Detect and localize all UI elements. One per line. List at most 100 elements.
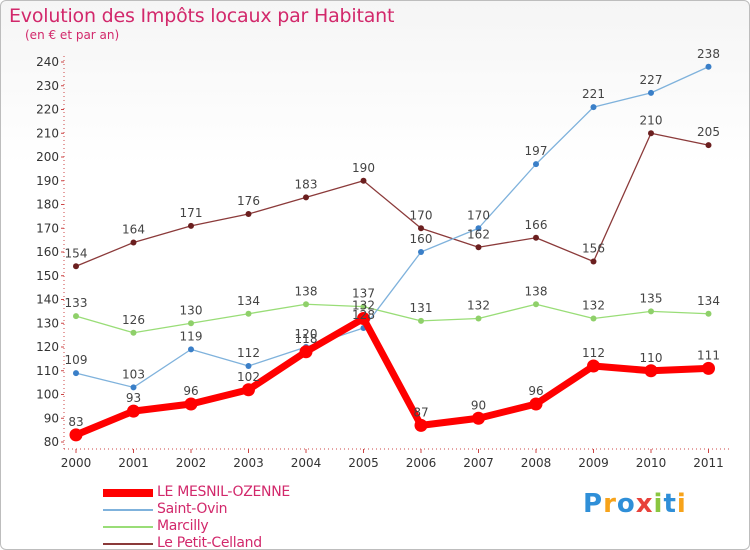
y-tick-label: 100 <box>36 388 59 402</box>
data-label: 112 <box>237 346 260 360</box>
x-tick-label: 2003 <box>233 456 264 470</box>
x-tick-label: 2010 <box>636 456 667 470</box>
data-label: 154 <box>65 246 88 260</box>
data-point <box>130 329 137 336</box>
legend-label: Marcilly <box>157 518 209 534</box>
data-point <box>475 225 482 232</box>
data-label: 83 <box>68 415 83 429</box>
data-point <box>702 361 715 375</box>
y-tick-label: 180 <box>36 198 59 212</box>
data-label: 134 <box>697 294 720 308</box>
data-label: 138 <box>295 284 318 298</box>
data-label: 133 <box>65 296 88 310</box>
data-label: 210 <box>640 113 663 127</box>
data-label: 132 <box>352 299 375 313</box>
data-point <box>590 315 597 322</box>
x-tick-label: 2002 <box>176 456 207 470</box>
y-tick-label: 160 <box>36 245 59 259</box>
data-point <box>242 383 255 397</box>
x-tick-label: 2011 <box>693 456 724 470</box>
data-point <box>475 315 482 322</box>
data-label: 90 <box>471 398 486 412</box>
data-label: 164 <box>122 223 145 237</box>
data-point <box>127 404 140 418</box>
x-tick-label: 2000 <box>61 456 92 470</box>
data-point <box>705 310 712 317</box>
legend-swatch <box>103 526 153 528</box>
data-point <box>245 363 252 369</box>
series-line-1 <box>75 66 710 389</box>
data-point <box>73 313 79 320</box>
legend-swatch <box>103 489 153 497</box>
data-point <box>648 308 654 315</box>
data-point <box>705 142 712 149</box>
chart-subtitle: (en € et par an) <box>25 28 120 42</box>
x-tick-label: 2009 <box>578 456 609 470</box>
data-label: 103 <box>122 367 145 381</box>
data-label: 111 <box>697 348 720 362</box>
data-label: 183 <box>295 177 318 191</box>
y-tick-label: 200 <box>36 150 59 164</box>
data-point <box>299 345 313 359</box>
logo-letter: x <box>635 489 654 519</box>
data-label: 162 <box>467 227 490 241</box>
x-tick-label: 2005 <box>348 456 379 470</box>
data-point <box>357 312 370 325</box>
data-label: 170 <box>410 208 433 222</box>
data-point <box>73 263 79 270</box>
data-label: 126 <box>122 313 145 327</box>
data-point <box>245 211 252 217</box>
y-tick-label: 190 <box>36 174 59 188</box>
data-label: 93 <box>126 391 141 405</box>
data-label: 110 <box>640 351 663 365</box>
legend-label: LE MESNIL-OZENNE <box>157 484 290 500</box>
data-label: 118 <box>295 332 318 346</box>
data-point <box>188 222 194 229</box>
data-point <box>360 303 367 310</box>
series-line-2 <box>75 303 710 334</box>
series-line-3 <box>75 132 710 267</box>
data-point <box>648 130 654 137</box>
x-tick-label: 2001 <box>118 456 149 470</box>
logo-letter: P <box>583 489 604 519</box>
data-point <box>130 239 137 246</box>
data-point <box>188 320 194 327</box>
data-point <box>360 177 367 184</box>
data-point <box>644 364 658 378</box>
logo-letter: t <box>663 489 677 519</box>
data-label: 96 <box>528 384 543 398</box>
data-label: 170 <box>467 208 490 222</box>
data-point <box>303 194 309 201</box>
data-label: 87 <box>413 405 428 419</box>
legend-label: Saint-Ovin <box>157 501 228 517</box>
data-label: 176 <box>237 194 260 208</box>
data-label: 112 <box>582 346 605 360</box>
legend-swatch <box>103 509 153 511</box>
data-point <box>533 161 539 168</box>
data-point <box>587 359 600 373</box>
data-label: 238 <box>697 47 720 61</box>
logo-letter: i <box>676 489 687 519</box>
data-label: 128 <box>352 308 375 322</box>
data-point <box>73 370 79 377</box>
logo-letter: o <box>616 489 636 519</box>
data-label: 205 <box>697 125 720 139</box>
legend-label: Le Petit-Celland <box>157 535 262 550</box>
data-point <box>590 258 597 265</box>
y-tick-label: 240 <box>36 55 59 69</box>
data-label: 132 <box>582 299 605 313</box>
data-point <box>69 428 83 442</box>
x-tick-label: 2004 <box>291 456 322 470</box>
data-point <box>130 384 137 391</box>
data-point <box>414 418 428 432</box>
legend-swatch <box>103 543 153 545</box>
data-label: 190 <box>352 161 375 175</box>
y-tick-label: 90 <box>44 411 59 425</box>
data-label: 102 <box>237 370 260 384</box>
y-tick-label: 150 <box>36 269 59 283</box>
data-point <box>418 225 424 232</box>
data-label: 131 <box>410 301 433 315</box>
data-point <box>529 397 543 411</box>
data-label: 135 <box>640 291 663 305</box>
